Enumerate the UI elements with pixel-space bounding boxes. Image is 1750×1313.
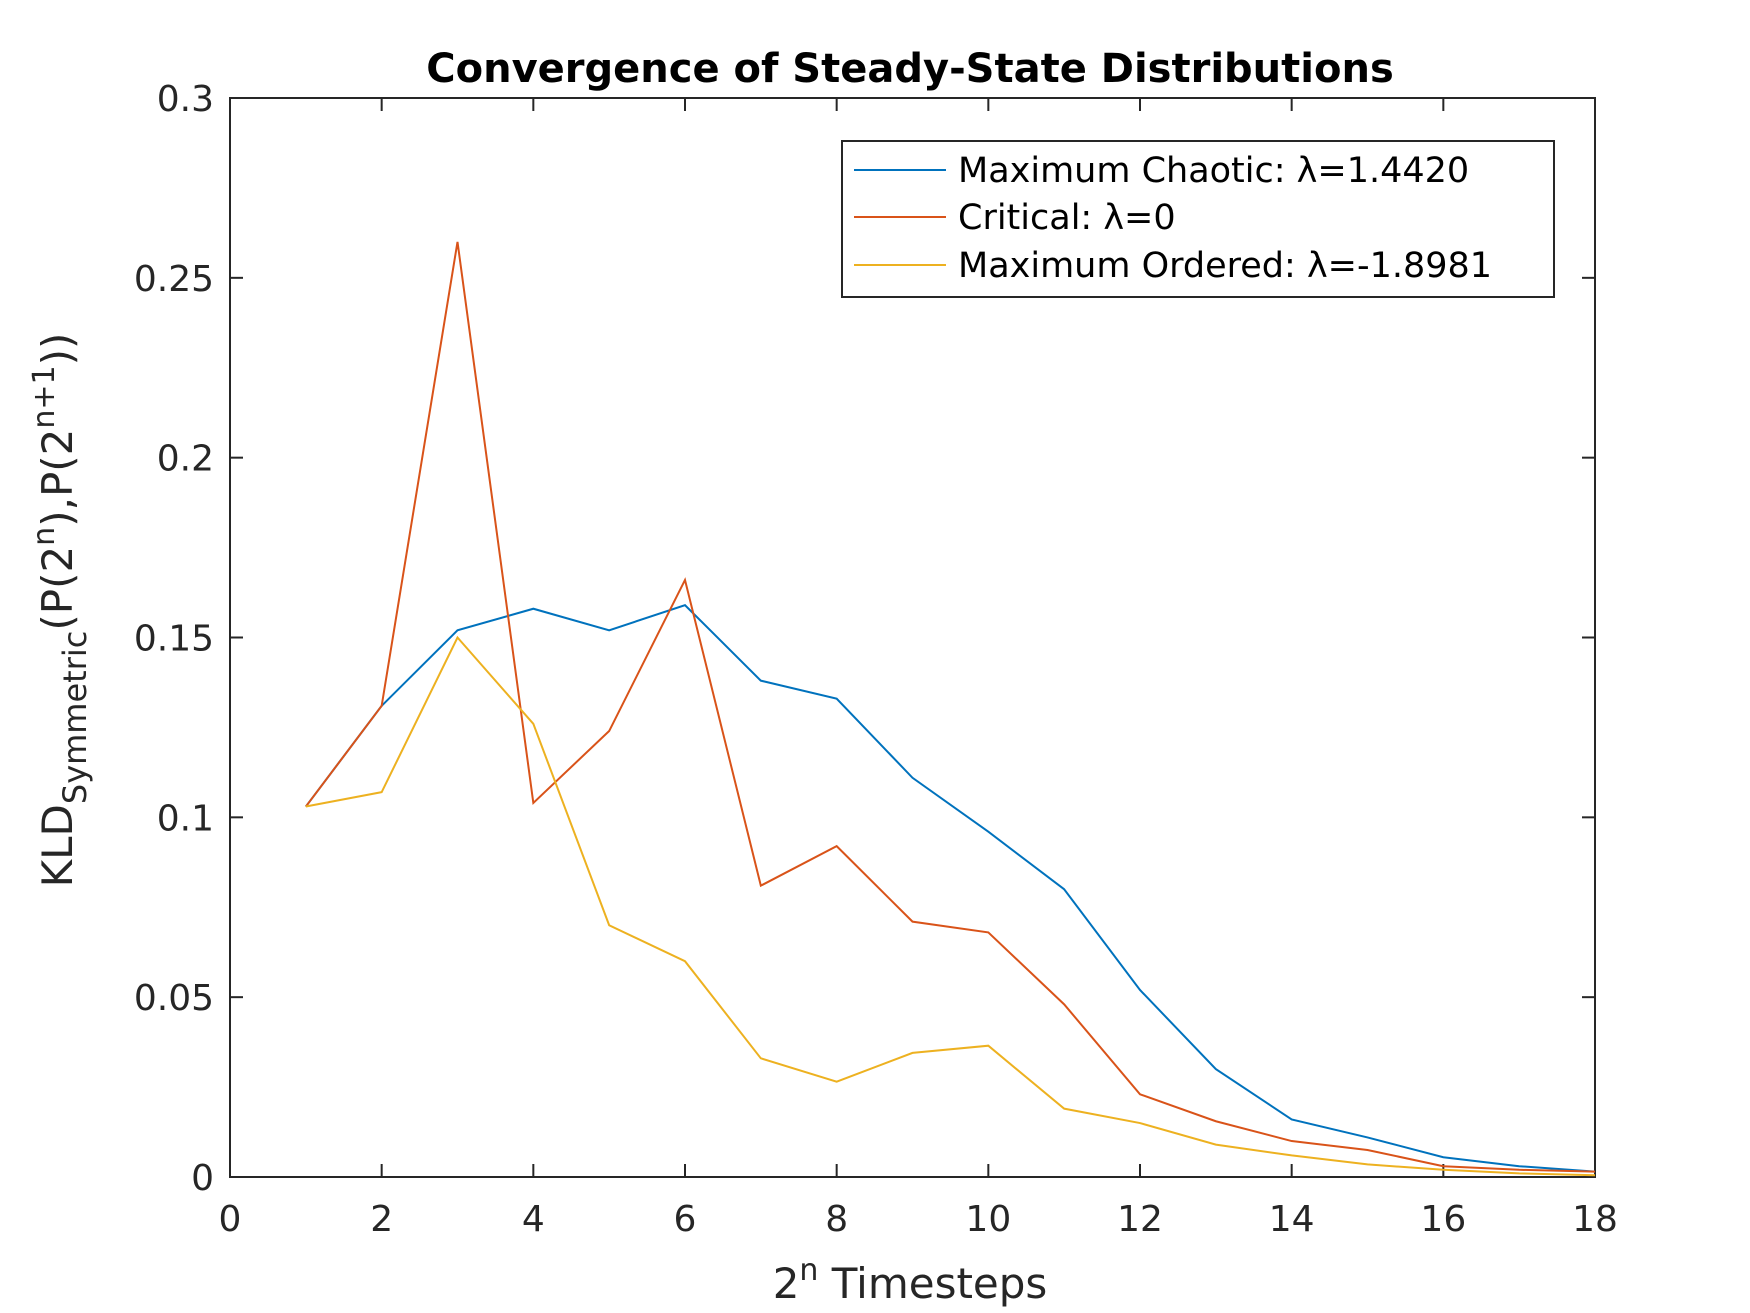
- y-tick-label: 0.3: [157, 79, 214, 120]
- x-tick-label: 10: [965, 1199, 1011, 1240]
- y-tick-label: 0.1: [157, 798, 214, 839]
- chart-title: Convergence of Steady-State Distribution…: [426, 46, 1394, 92]
- legend: Maximum Chaotic: λ=1.4420 Critical: λ=0 …: [841, 140, 1555, 298]
- y-tick-label: 0.25: [134, 259, 214, 300]
- legend-box: [841, 140, 1555, 298]
- series-line-chaotic: [305, 603, 1596, 1173]
- y-tick-label: 0: [191, 1158, 214, 1199]
- y-tick-label: 0.2: [157, 439, 214, 480]
- x-tick-label: 18: [1572, 1199, 1618, 1240]
- x-tick-label: 12: [1117, 1199, 1163, 1240]
- x-axis-label-sup: n: [799, 1253, 818, 1288]
- y-axis-label-sup2: n+1: [27, 365, 62, 428]
- x-tick-label: 0: [219, 1199, 242, 1240]
- y-axis-label: KLDSymmetric(P(2n),P(2n+1)): [27, 333, 94, 888]
- x-axis-label: 2n Timesteps: [773, 1253, 1048, 1308]
- y-axis-label-p2: ),P(2: [33, 429, 82, 527]
- x-axis: 0 2 4 6 8 10 12 14 16 18: [219, 98, 1618, 1240]
- legend-label-chaotic: Maximum Chaotic: λ=1.4420: [958, 151, 1469, 191]
- legend-label-critical: Critical: λ=0: [958, 198, 1176, 238]
- x-tick-label: 16: [1420, 1199, 1466, 1240]
- y-axis-label-main: KLD: [33, 804, 82, 887]
- x-axis-label-base: 2: [773, 1259, 800, 1308]
- x-tick-label: 8: [825, 1199, 848, 1240]
- y-axis-label-p1: (P(2: [33, 546, 82, 631]
- y-axis: 0 0.05 0.1 0.15 0.2 0.25 0.3: [134, 79, 1595, 1199]
- y-tick-label: 0.15: [134, 619, 214, 660]
- x-tick-label: 4: [522, 1199, 545, 1240]
- y-axis-label-sub: Symmetric: [56, 631, 94, 804]
- series-line-ordered: [305, 635, 1596, 1177]
- y-axis-label-sup1: n: [27, 527, 62, 546]
- series-layer: [305, 241, 1596, 1177]
- x-tick-label: 6: [674, 1199, 697, 1240]
- y-tick-label: 0.05: [134, 978, 214, 1019]
- x-axis-label-rest: Timesteps: [818, 1259, 1047, 1308]
- y-axis-label-p3: )): [33, 333, 82, 366]
- legend-label-ordered: Maximum Ordered: λ=-1.8981: [958, 246, 1492, 286]
- x-tick-label: 2: [370, 1199, 393, 1240]
- x-tick-label: 14: [1269, 1199, 1315, 1240]
